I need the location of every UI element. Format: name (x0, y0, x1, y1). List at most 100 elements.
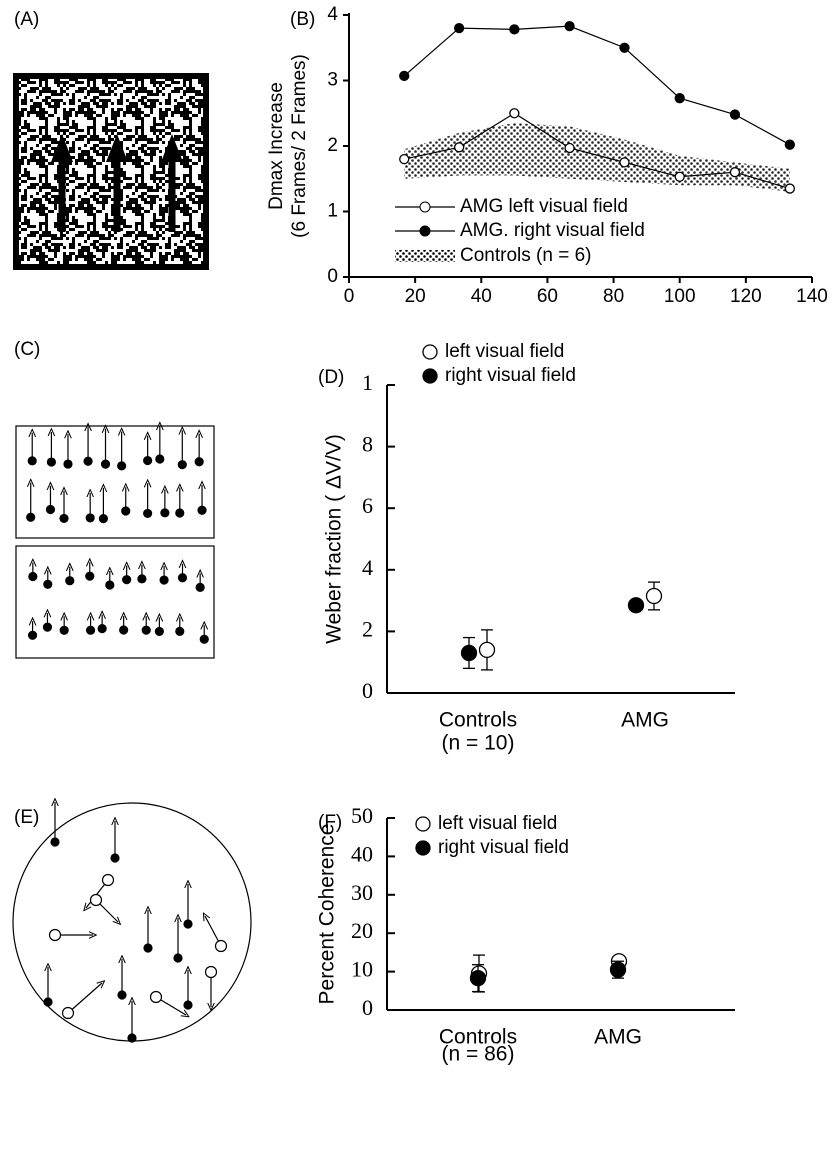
legend-marker (419, 201, 431, 213)
dot (27, 456, 37, 466)
open-marker (453, 142, 465, 153)
y-axis-label: (6 Frames/ 2 Frames) (289, 54, 310, 238)
legend-marker (415, 840, 431, 856)
y-tick-label: 30 (351, 880, 373, 905)
x-tick-sublabel: (n = 10) (442, 732, 515, 755)
dot (27, 630, 38, 640)
y-tick-label: 2 (362, 616, 373, 641)
dot (97, 624, 107, 634)
dot (43, 997, 53, 1007)
y-tick-label: 6 (362, 493, 373, 518)
dot (173, 953, 183, 963)
filled-marker (460, 644, 478, 662)
dot (183, 1000, 193, 1010)
dot (50, 837, 60, 847)
dot (26, 512, 36, 522)
dot (143, 455, 153, 466)
open-marker (399, 153, 410, 165)
dot (61, 1006, 75, 1020)
arrow (67, 983, 102, 1014)
filled-marker (453, 22, 465, 34)
legend-marker (415, 816, 431, 832)
dot (149, 990, 163, 1004)
dot (65, 576, 75, 586)
dot (197, 505, 207, 515)
dot (85, 625, 96, 635)
filled-marker (627, 597, 645, 614)
dot (46, 457, 57, 467)
series-line (403, 25, 791, 146)
filled-marker (729, 109, 741, 120)
open-marker (645, 587, 663, 605)
filled-marker (399, 70, 410, 82)
dot (117, 461, 127, 471)
legend-label: right visual field (438, 837, 569, 858)
dot (137, 574, 147, 584)
legend-band (395, 250, 455, 262)
dot (175, 508, 185, 518)
filled-marker (509, 24, 520, 35)
legend-label: AMG. right visual field (460, 220, 645, 241)
legend-label: left visual field (445, 341, 564, 362)
y-tick-label: 1 (362, 370, 373, 395)
y-axis-label: Weber fraction ( ΔV/V) (323, 434, 346, 644)
y-tick-label: 4 (362, 555, 373, 580)
dot (143, 508, 153, 519)
x-tick-sublabel: (n = 86) (442, 1043, 515, 1066)
y-tick-label: 0 (362, 678, 373, 703)
filled-marker (619, 42, 630, 53)
x-tick-label: 100 (664, 286, 696, 307)
dot (183, 919, 193, 929)
dot (98, 513, 109, 524)
y-tick-label: 3 (327, 70, 338, 91)
dot (85, 571, 95, 581)
x-tick-label: AMG (621, 709, 669, 732)
y-tick-label: 20 (351, 918, 373, 943)
diagram-a (13, 73, 209, 270)
y-tick-label: 0 (362, 995, 373, 1020)
x-tick-label: AMG (594, 1026, 642, 1049)
panel-label: (E) (14, 807, 39, 828)
dot (204, 965, 218, 979)
arrow-head (106, 134, 128, 162)
dot (127, 1033, 137, 1043)
y-tick-label: 2 (327, 135, 338, 156)
y-tick-label: 8 (362, 432, 373, 457)
open-marker (564, 142, 575, 154)
dot (159, 575, 169, 585)
filled-marker (609, 961, 627, 978)
arrow-head (161, 134, 183, 162)
dot (194, 457, 204, 467)
dot (83, 456, 93, 466)
y-tick-label: 4 (327, 4, 338, 25)
arrow-head (51, 134, 73, 162)
dot (110, 853, 120, 863)
open-marker (674, 171, 685, 182)
y-tick-label: 0 (327, 266, 338, 287)
y-tick-label: 10 (351, 957, 373, 982)
dot (177, 460, 187, 470)
x-tick-label: Controls (439, 709, 517, 732)
open-marker (478, 641, 496, 659)
dot (63, 459, 73, 469)
panel-label: (D) (318, 367, 344, 388)
y-tick-label: 1 (327, 201, 338, 222)
legend-marker (422, 368, 438, 384)
panel-label: (C) (14, 339, 40, 360)
x-tick-label: Controls (439, 1026, 517, 1049)
legend-marker (422, 344, 438, 360)
dot (42, 622, 53, 632)
dot (101, 873, 115, 887)
dot (154, 626, 164, 637)
x-tick-label: 140 (796, 286, 828, 307)
filled-marker (784, 139, 795, 150)
x-tick-label: 0 (344, 286, 355, 307)
panel-label: (A) (14, 9, 39, 30)
panel-label: (F) (318, 812, 342, 833)
dot (143, 943, 153, 953)
legend-label: right visual field (445, 365, 576, 386)
filled-marker (564, 20, 575, 32)
x-tick-label: 20 (405, 286, 426, 307)
dot (121, 506, 131, 516)
